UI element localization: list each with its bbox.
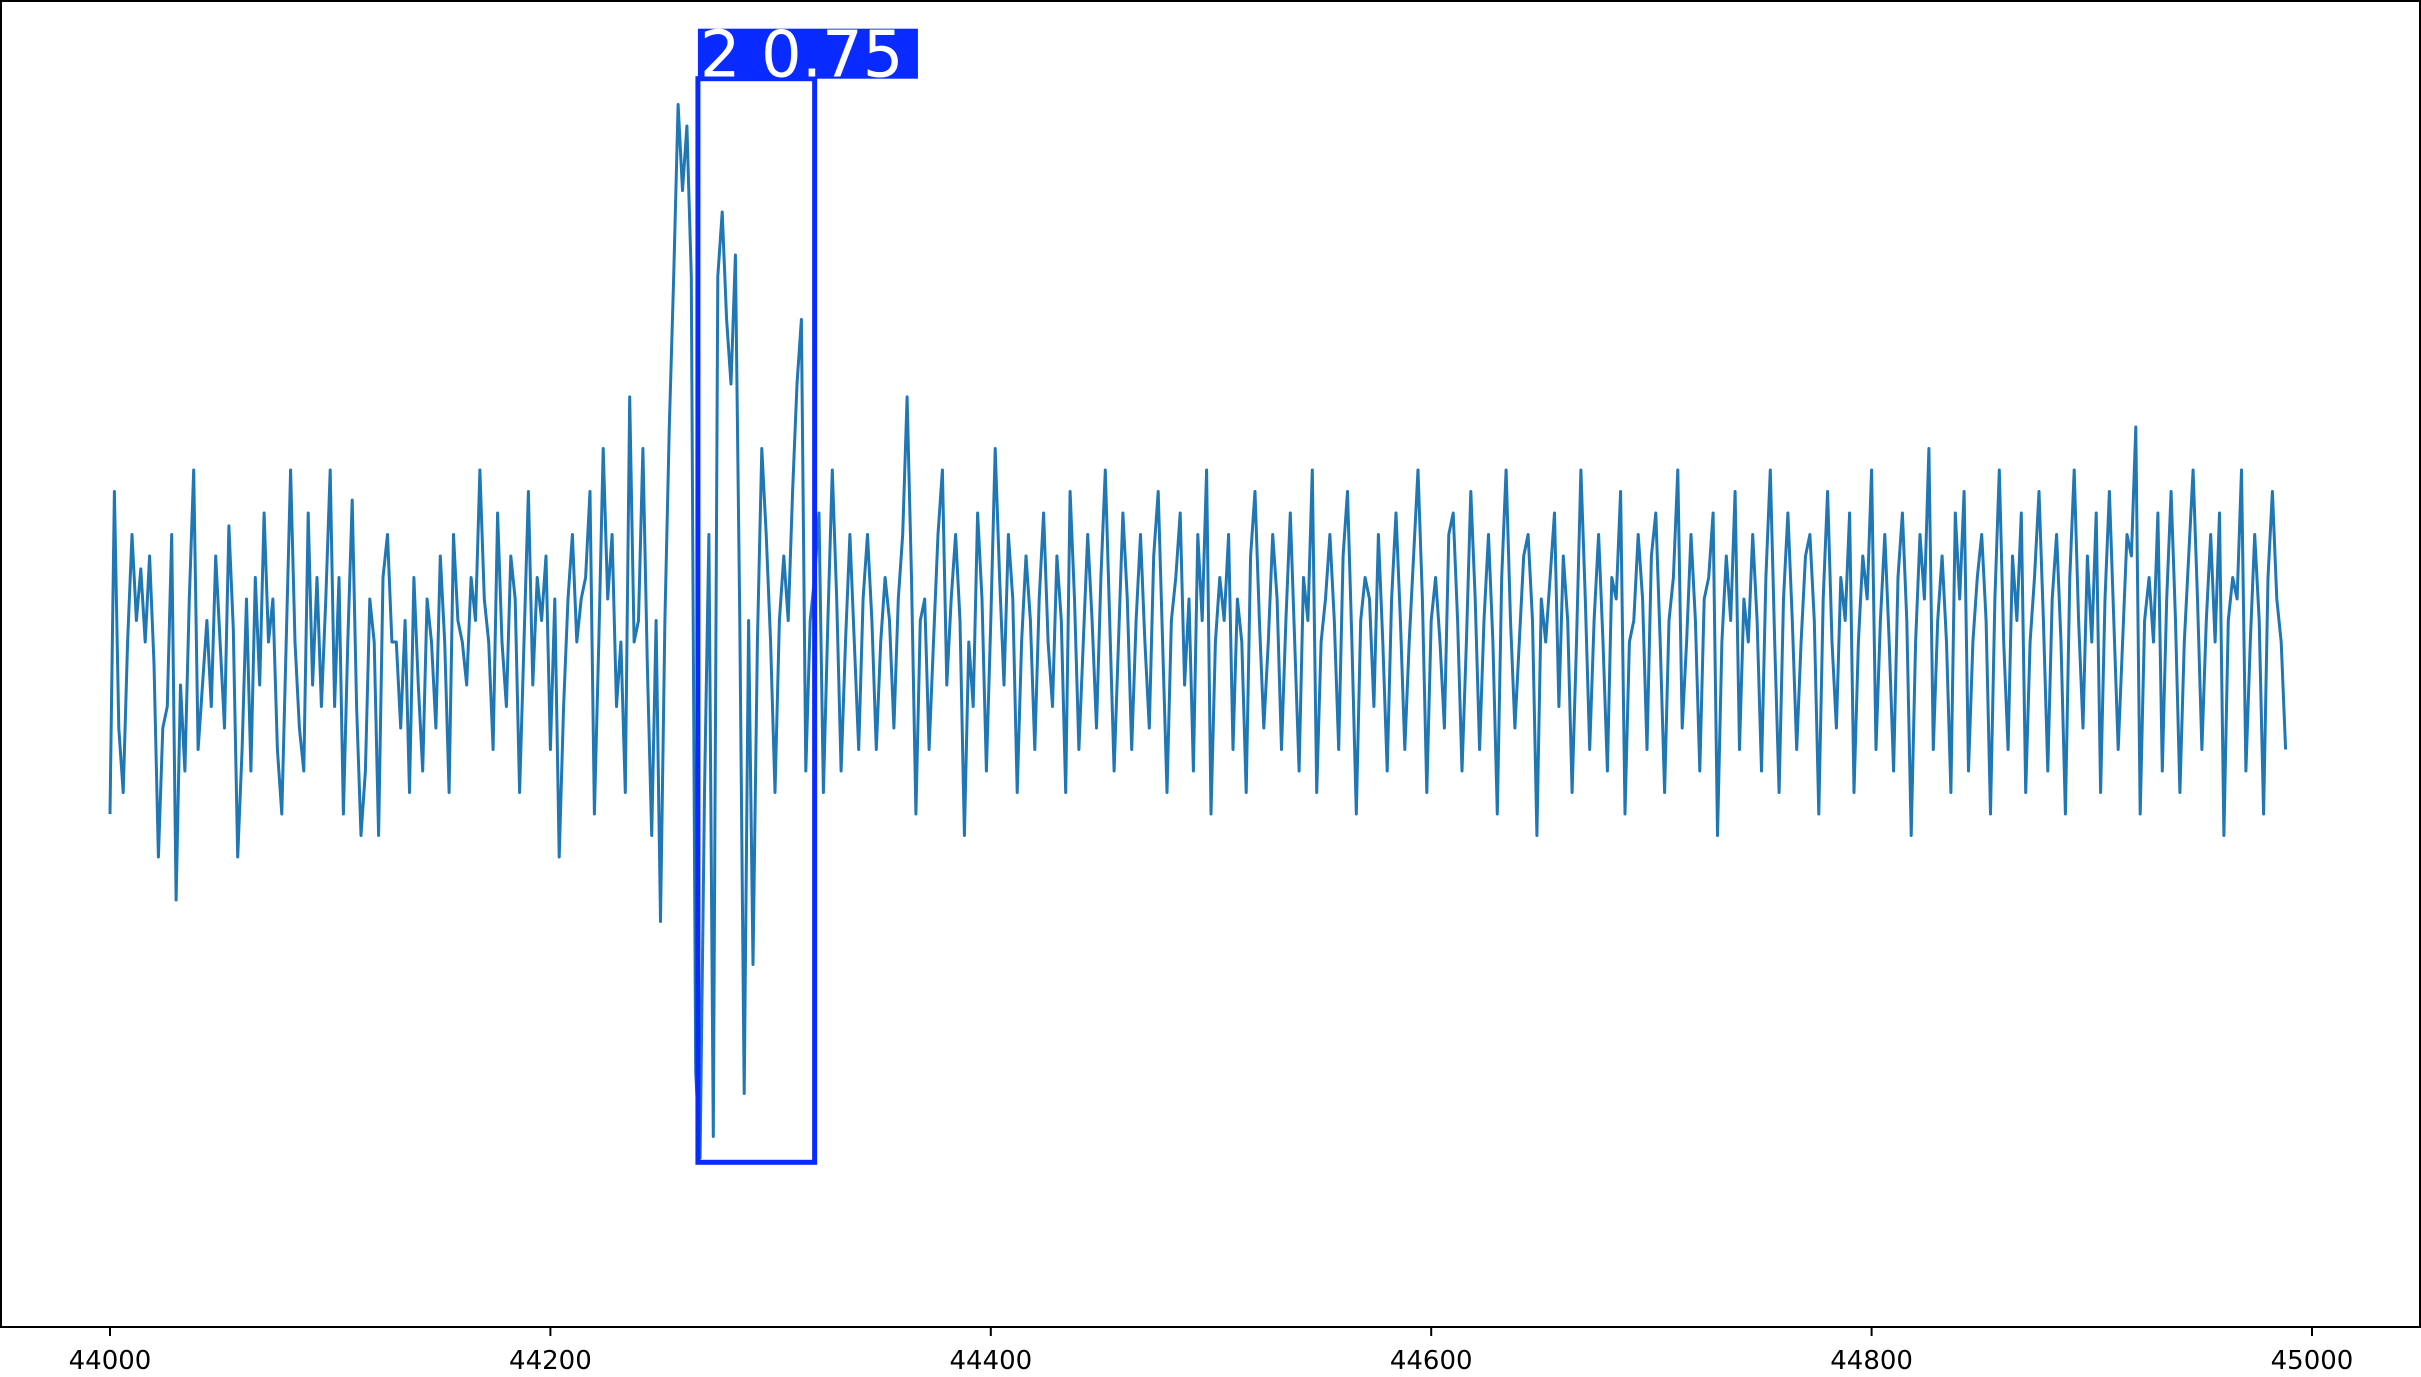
axes-frame [0,0,2421,1328]
series-line [108,103,2288,1160]
detection-layer: 2 0.75 [695,19,918,1165]
detection-label-background [697,28,918,79]
series-layer [108,103,2288,1160]
detection-label: 2 0.75 [700,19,904,93]
x-tick-label: 44400 [949,1346,1032,1376]
x-tick-label: 44000 [69,1346,152,1376]
x-tick-label: 44200 [509,1346,592,1376]
x-ticks: 44000 44200 44400 44600 44800 45000 [69,1327,2354,1376]
x-tick-label: 44600 [1390,1346,1473,1376]
x-tick-label: 44800 [1830,1346,1913,1376]
x-tick-label: 45000 [2271,1346,2354,1376]
